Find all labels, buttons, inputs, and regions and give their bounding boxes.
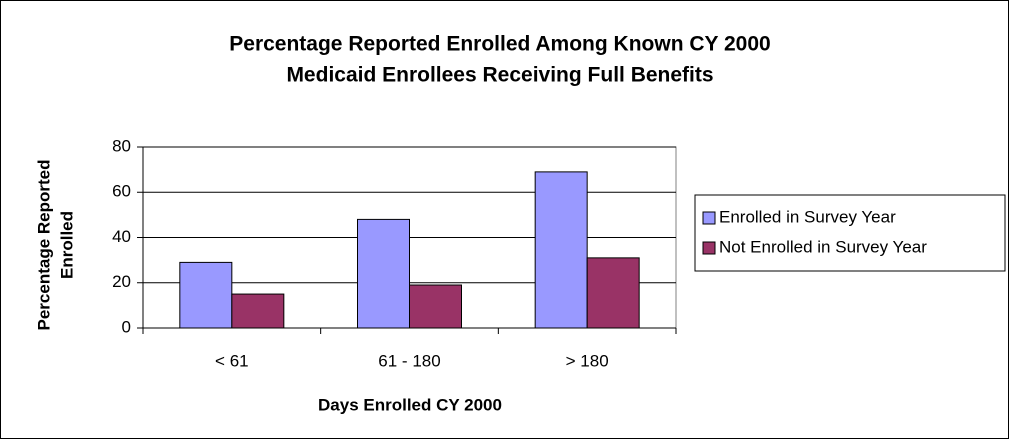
legend-swatch — [702, 241, 716, 255]
chart-title: Medicaid Enrollees Receiving Full Benefi… — [286, 64, 713, 87]
y-tick-label: 0 — [122, 317, 131, 336]
legend-label: Not Enrolled in Survey Year — [719, 237, 927, 256]
bar — [586, 257, 640, 329]
bar — [179, 261, 233, 329]
y-tick-label: 40 — [112, 227, 131, 246]
y-axis-title: Percentage Reported — [34, 160, 53, 331]
x-tick-label: 61 - 180 — [378, 351, 440, 370]
y-tick-label: 80 — [112, 136, 131, 155]
bar — [357, 218, 410, 329]
x-tick-label: < 61 — [215, 351, 249, 370]
bar — [534, 171, 588, 329]
bar — [409, 284, 462, 329]
legend-box — [694, 194, 1006, 272]
y-tick-label: 20 — [112, 272, 131, 291]
bar — [231, 293, 285, 329]
chart-title: Percentage Reported Enrolled Among Known… — [229, 33, 770, 56]
legend-label: Enrolled in Survey Year — [719, 207, 896, 226]
x-axis-title: Days Enrolled CY 2000 — [318, 395, 502, 414]
y-axis-title: Enrolled — [57, 211, 76, 279]
y-tick-label: 60 — [112, 182, 131, 201]
x-tick-label: > 180 — [566, 351, 609, 370]
legend-swatch — [702, 211, 716, 225]
